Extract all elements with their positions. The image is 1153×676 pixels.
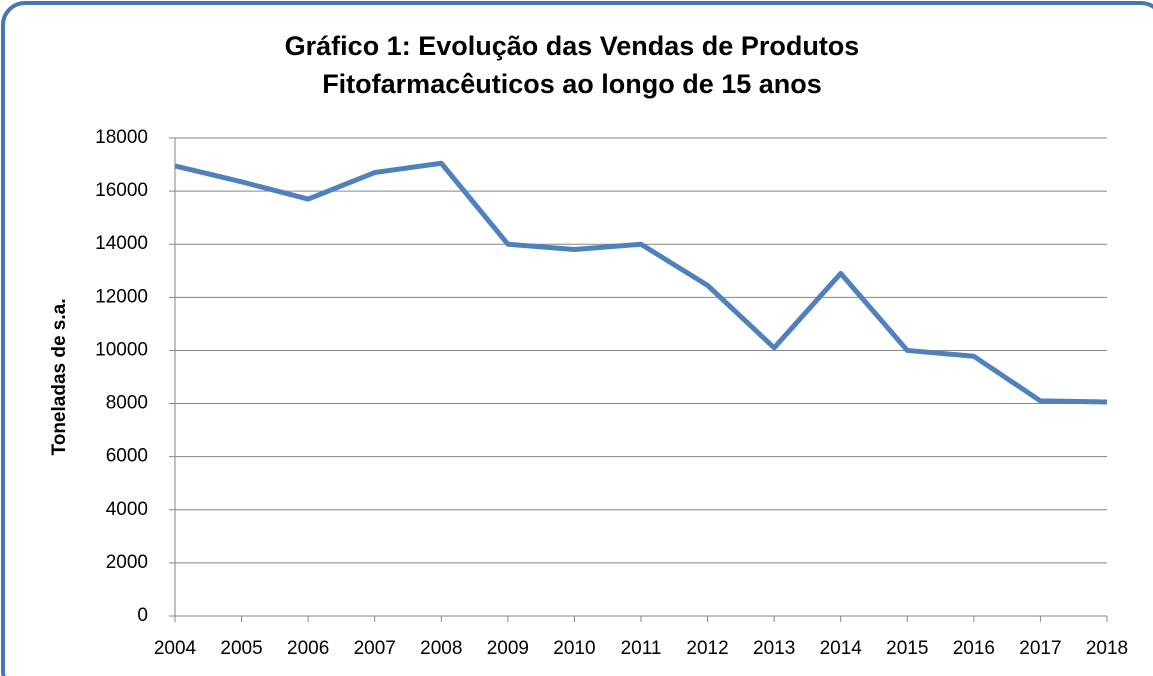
y-tick-label: 16000 bbox=[95, 180, 148, 201]
chart-title: Gráfico 1: Evolução das Vendas de Produt… bbox=[285, 31, 860, 61]
y-tick-label: 0 bbox=[137, 605, 148, 626]
x-tick-label: 2005 bbox=[220, 638, 262, 659]
y-axis-label: Toneladas de s.a. bbox=[49, 299, 70, 456]
chart-title: Fitofarmacêuticos ao longo de 15 anos bbox=[322, 69, 822, 99]
data-line bbox=[174, 160, 1108, 405]
x-tick-label: 2014 bbox=[820, 638, 863, 659]
y-tick-label: 10000 bbox=[95, 339, 148, 360]
y-tick-label: 14000 bbox=[95, 233, 148, 254]
x-tick-label: 2018 bbox=[1086, 638, 1128, 659]
x-tick-label: 2007 bbox=[354, 638, 396, 659]
y-tick-label: 6000 bbox=[106, 446, 148, 467]
x-tick-label: 2017 bbox=[1019, 638, 1061, 659]
x-tick-label: 2010 bbox=[553, 638, 595, 659]
x-tick-label: 2015 bbox=[886, 638, 928, 659]
x-tick-label: 2012 bbox=[686, 638, 728, 659]
x-tick-label: 2004 bbox=[154, 638, 197, 659]
y-tick-label: 8000 bbox=[106, 393, 148, 414]
x-tick-label: 2016 bbox=[953, 638, 995, 659]
x-tick-label: 2013 bbox=[753, 638, 795, 659]
y-tick-label: 18000 bbox=[95, 127, 148, 148]
x-tick-label: 2006 bbox=[287, 638, 329, 659]
x-tick-label: 2009 bbox=[487, 638, 529, 659]
x-tick-label: 2008 bbox=[420, 638, 462, 659]
y-tick-label: 4000 bbox=[106, 499, 148, 520]
y-tick-label: 12000 bbox=[95, 286, 148, 307]
x-tick-label: 2011 bbox=[621, 638, 662, 659]
y-tick-label: 2000 bbox=[106, 552, 148, 573]
